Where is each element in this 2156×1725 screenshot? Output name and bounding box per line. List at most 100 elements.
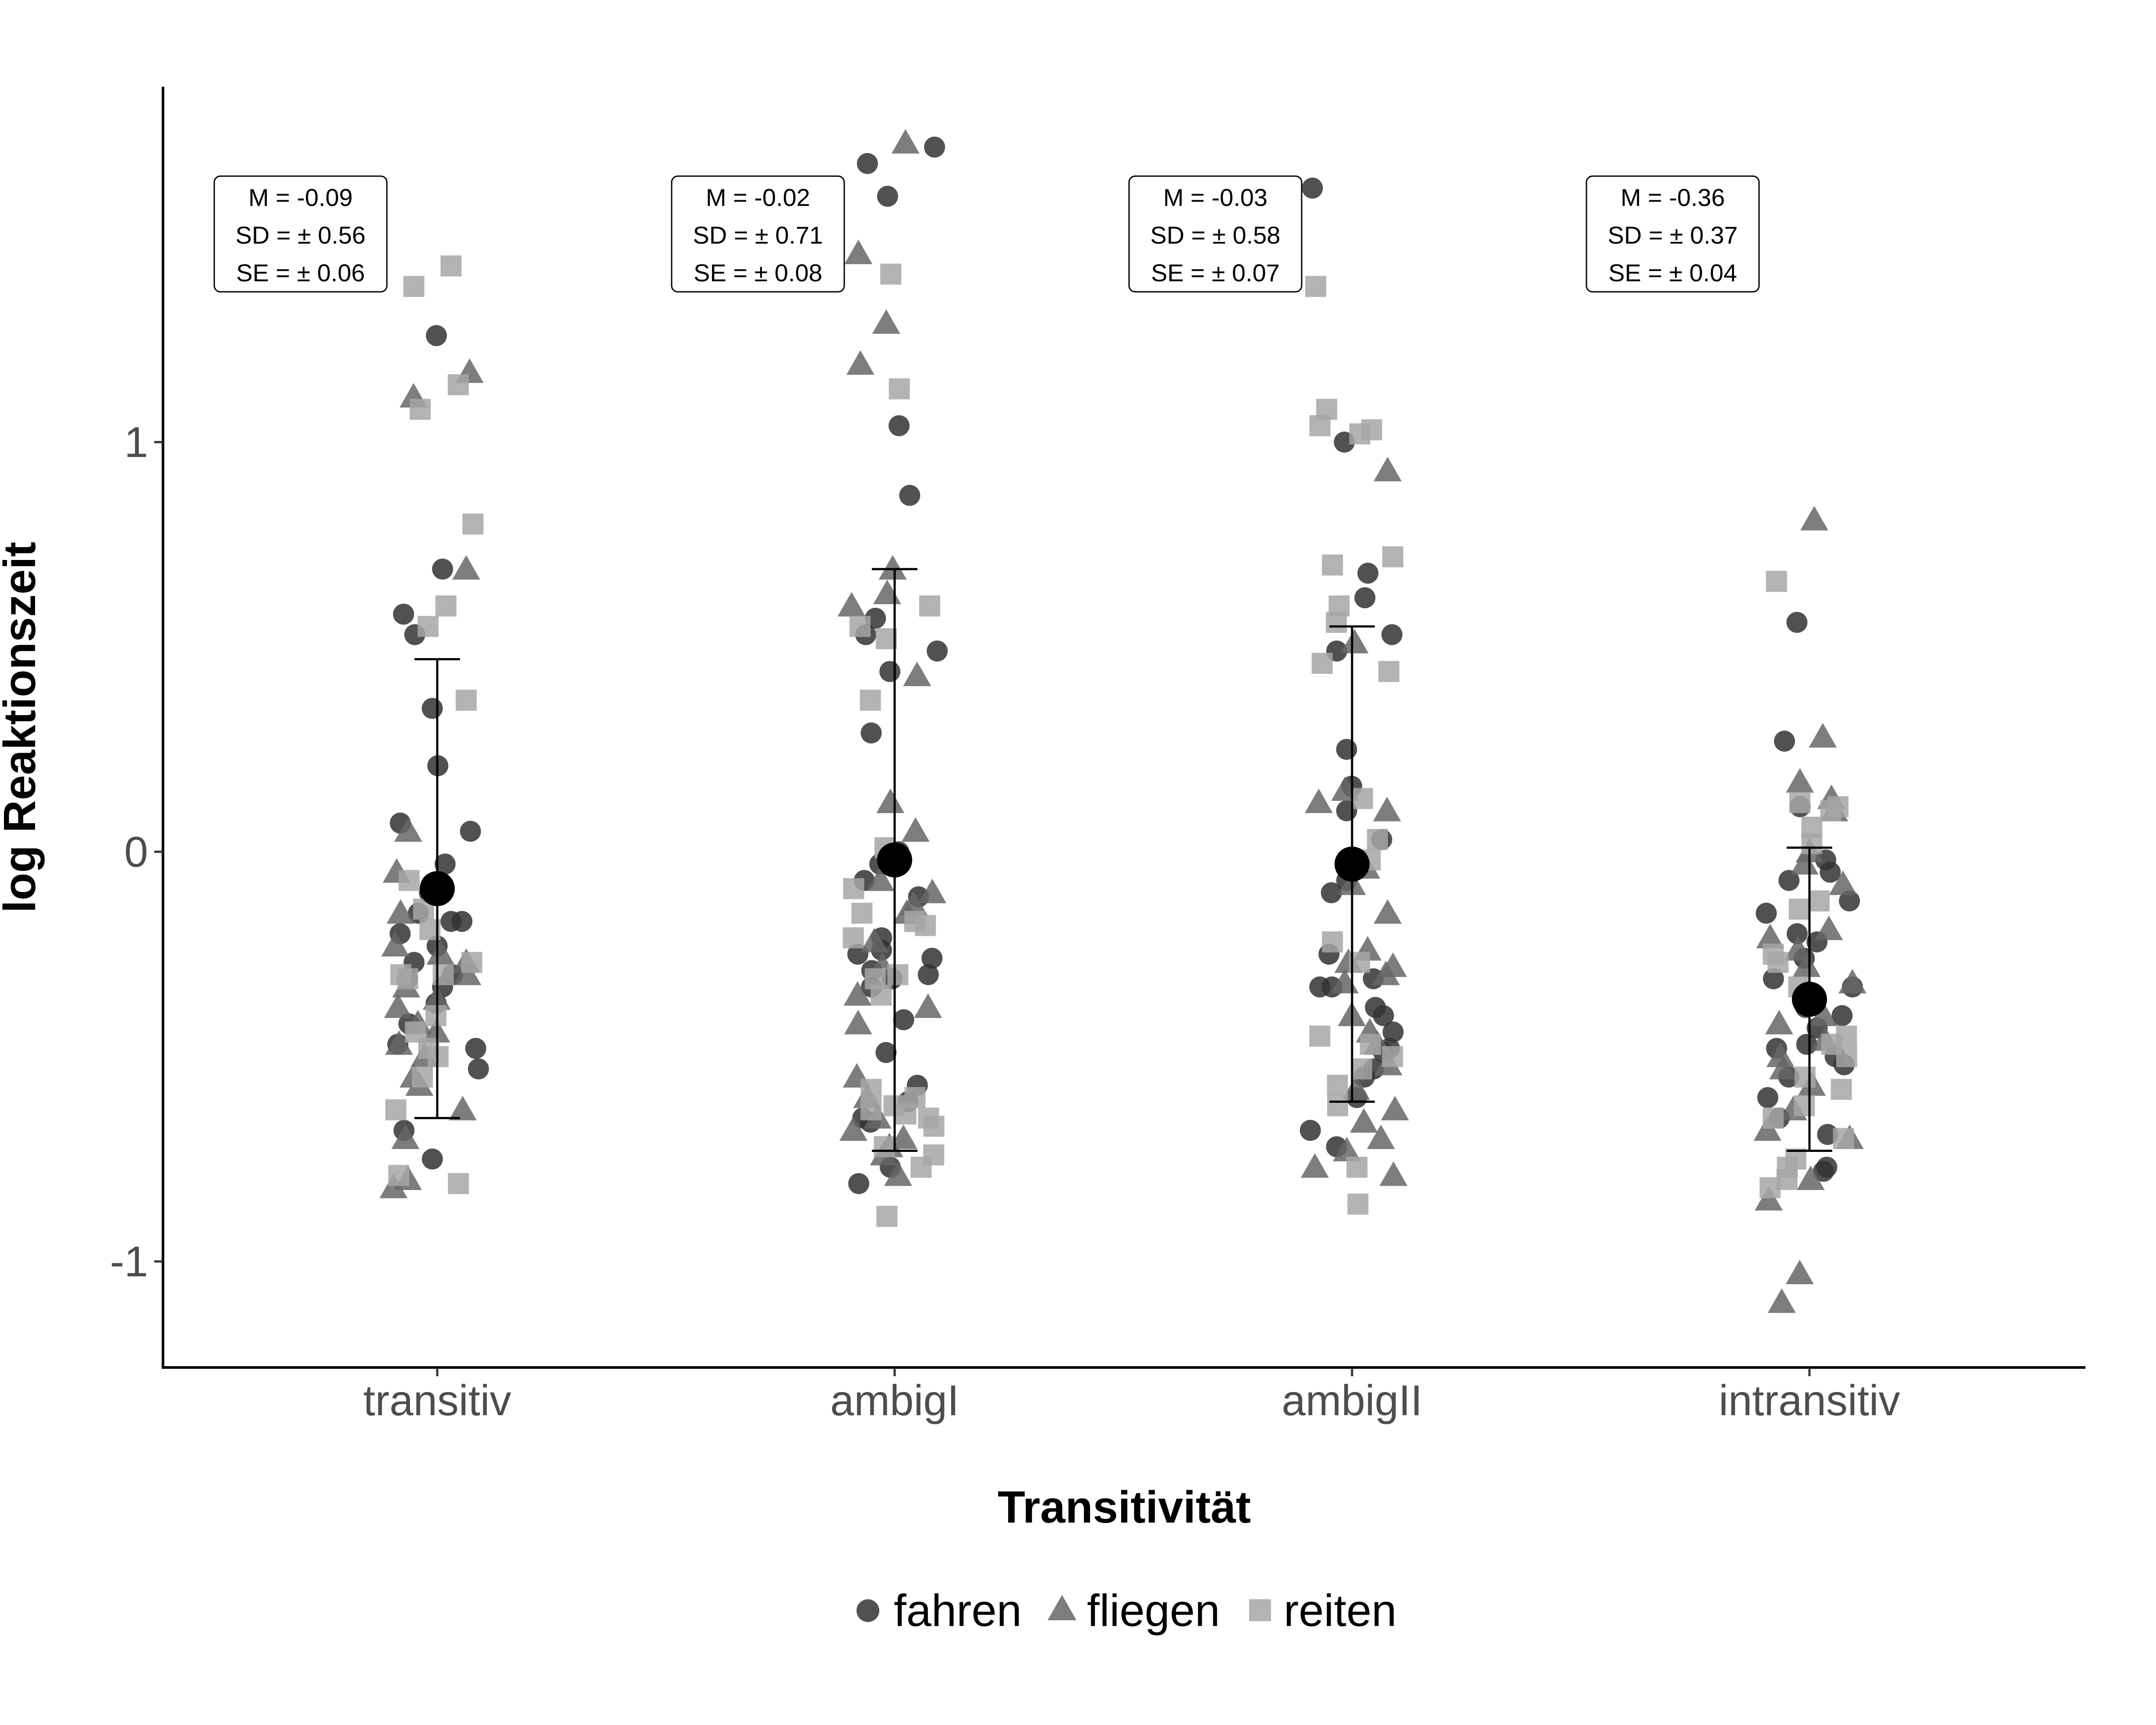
legend-label-fliegen: fliegen	[1087, 1585, 1220, 1636]
mean-point	[420, 871, 455, 907]
point-reiten	[851, 903, 873, 924]
point-fliegen	[1301, 1153, 1329, 1178]
point-fliegen	[844, 239, 873, 264]
point-fliegen	[1305, 788, 1333, 813]
stat-text: M = -0.09	[248, 184, 353, 211]
point-reiten	[843, 878, 864, 900]
point-fliegen	[452, 555, 481, 580]
point-fahren	[1321, 882, 1342, 903]
point-reiten	[1789, 792, 1811, 813]
point-fliegen	[379, 1173, 408, 1198]
point-fahren	[857, 153, 878, 174]
point-fahren	[1357, 563, 1379, 584]
stat-box: M = -0.36 SD = ± 0.37 SE = ± 0.04	[1586, 175, 1760, 293]
point-reiten	[448, 1173, 469, 1194]
point-reiten	[1794, 1095, 1815, 1116]
stat-text: M = -0.02	[706, 184, 810, 211]
point-fahren	[1839, 890, 1860, 912]
point-fahren	[460, 821, 481, 842]
point-fahren	[1831, 1005, 1853, 1026]
point-fliegen	[1829, 870, 1857, 895]
point-reiten	[1833, 1128, 1854, 1149]
point-reiten	[412, 1066, 433, 1088]
point-fliegen	[844, 1009, 872, 1034]
point-reiten	[1767, 952, 1789, 973]
stat-annotations: M = -0.09 SD = ± 0.56 SE = ± 0.06 M = -0.02…	[213, 175, 1760, 293]
point-fliegen	[381, 932, 410, 957]
point-reiten	[1809, 890, 1830, 912]
point-fahren	[917, 964, 939, 985]
y-tick-label: -1	[110, 1237, 148, 1286]
point-reiten	[1322, 554, 1343, 576]
point-reiten	[1794, 1066, 1816, 1088]
point-fliegen	[914, 993, 942, 1018]
point-fahren	[1756, 903, 1777, 924]
point-fahren	[1354, 587, 1376, 609]
point-fliegen	[1785, 1260, 1814, 1285]
point-reiten	[1382, 546, 1403, 567]
point-fahren	[421, 1148, 443, 1170]
point-fahren	[1778, 870, 1800, 891]
point-reiten	[397, 968, 418, 989]
point-fliegen	[872, 309, 900, 334]
point-fahren	[889, 415, 910, 436]
point-reiten	[440, 255, 462, 276]
stat-box: M = -0.09 SD = ± 0.56 SE = ± 0.06	[213, 175, 388, 293]
point-fahren	[1820, 861, 1841, 883]
point-reiten	[1305, 276, 1327, 297]
point-fliegen	[1373, 797, 1401, 822]
point-fahren	[465, 1038, 486, 1059]
legend-key-fliegen	[1048, 1595, 1076, 1620]
point-fliegen	[384, 993, 412, 1018]
point-fliegen	[843, 981, 872, 1006]
point-fliegen	[426, 940, 455, 965]
point-fahren	[927, 640, 948, 662]
point-reiten	[889, 378, 910, 400]
point-fahren	[426, 325, 447, 346]
point-reiten	[1349, 423, 1370, 445]
point-reiten	[860, 690, 881, 711]
point-fahren	[467, 1058, 489, 1080]
point-fliegen	[1379, 1161, 1408, 1186]
point-reiten	[880, 263, 902, 285]
point-fliegen	[1815, 915, 1843, 940]
point-fahren	[434, 854, 456, 875]
stat-text: M = -0.03	[1163, 184, 1267, 211]
point-reiten	[887, 964, 909, 985]
point-fahren	[1817, 1124, 1838, 1145]
point-fahren	[1763, 968, 1784, 989]
stat-box-frame	[1128, 175, 1303, 293]
point-reiten	[461, 952, 482, 973]
point-reiten	[1347, 1194, 1369, 1215]
point-fahren	[875, 1042, 897, 1063]
point-reiten	[403, 276, 425, 297]
x-tick-label: ambigI	[830, 1376, 959, 1424]
stat-text: M = -0.36	[1621, 184, 1725, 211]
point-fliegen	[878, 555, 907, 580]
point-fliegen	[866, 866, 895, 891]
point-fliegen	[1784, 936, 1812, 961]
point-reiten	[1309, 415, 1331, 436]
point-fahren	[860, 722, 882, 744]
point-reiten	[1788, 898, 1810, 920]
point-fliegen	[837, 592, 866, 616]
mean-point	[877, 842, 912, 878]
point-fliegen	[386, 899, 415, 924]
point-fliegen	[839, 1116, 867, 1141]
point-reiten	[435, 595, 457, 616]
stat-box: M = -0.03 SD = ± 0.58 SE = ± 0.07	[1128, 175, 1303, 293]
axes	[162, 87, 2085, 1369]
point-fliegen	[1767, 1288, 1796, 1313]
x-tick-label: transitiv	[363, 1376, 511, 1424]
stat-text: SD = ± 0.58	[1151, 221, 1281, 249]
point-reiten	[1359, 1034, 1381, 1055]
legend-label-fahren: fahren	[894, 1585, 1022, 1636]
point-reiten	[1311, 652, 1333, 674]
point-fliegen	[391, 1124, 420, 1149]
point-fliegen	[394, 817, 422, 842]
point-reiten	[1351, 1058, 1372, 1080]
point-reiten	[871, 985, 892, 1006]
point-fliegen	[453, 960, 481, 985]
point-fliegen	[1756, 924, 1784, 949]
